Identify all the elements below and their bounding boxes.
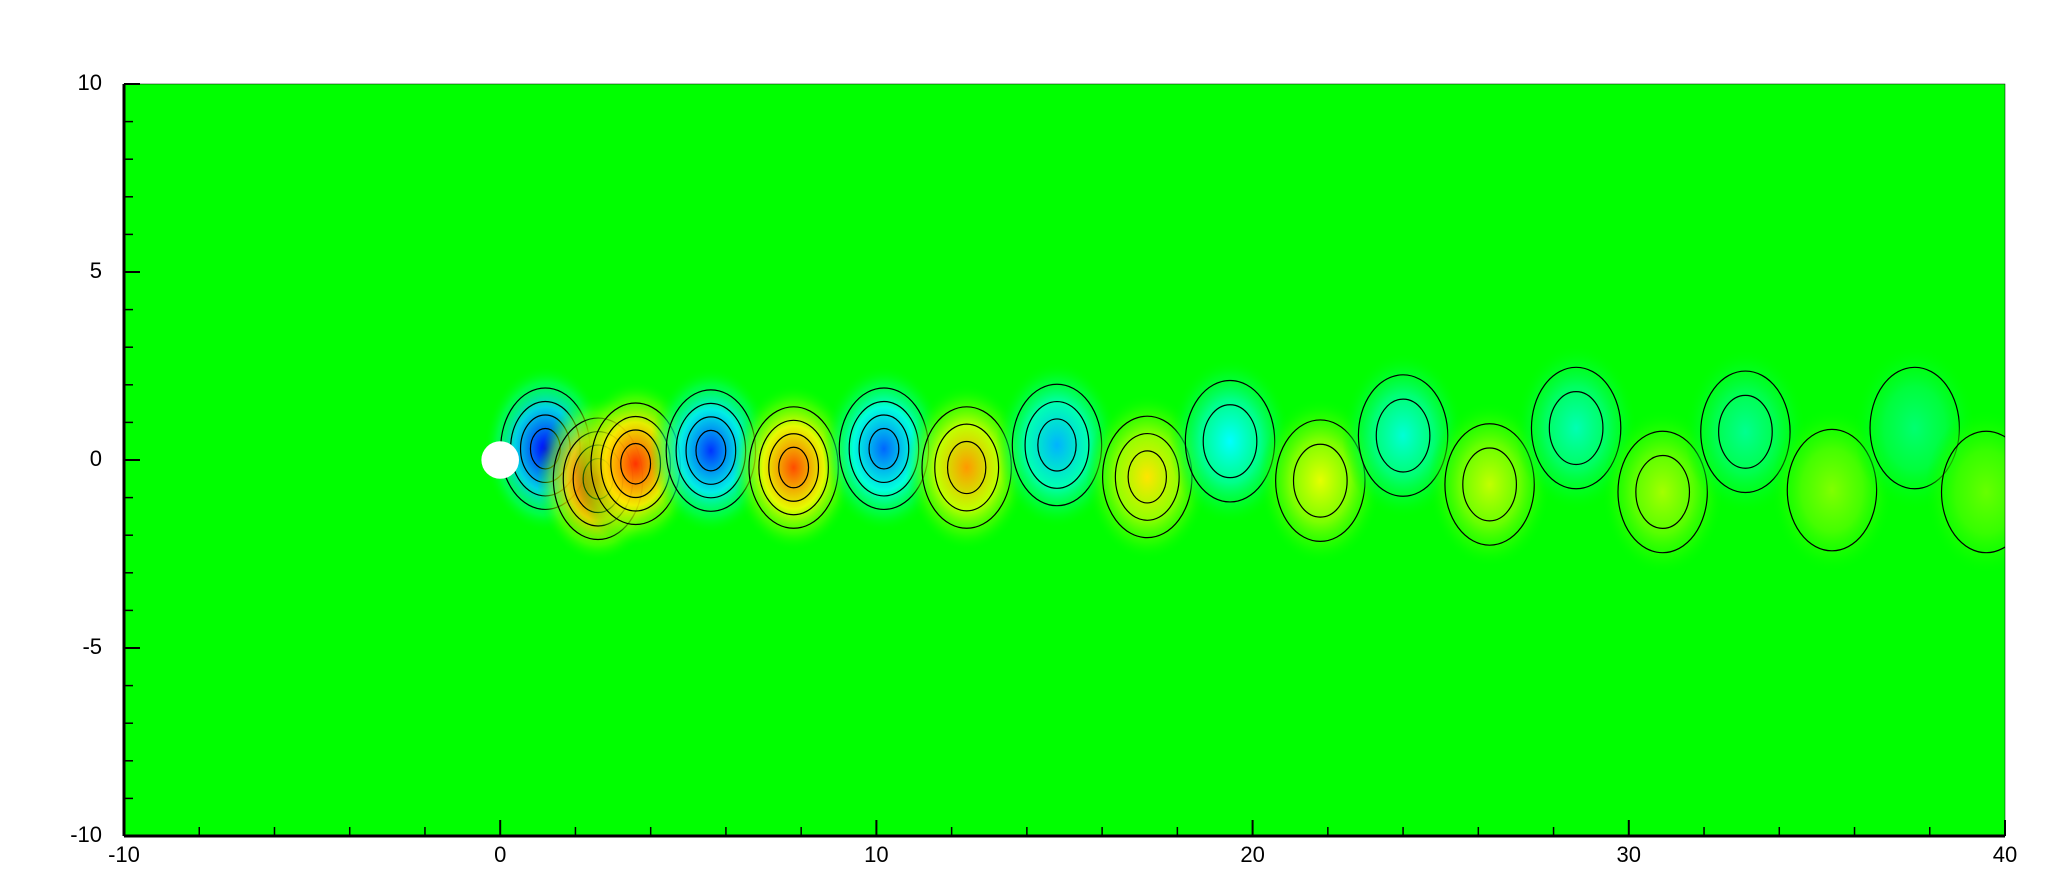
contour-line	[1037, 418, 1077, 472]
contour-line	[1530, 366, 1622, 490]
y-tick-label: 0	[90, 446, 102, 471]
contour-line	[868, 427, 900, 470]
x-tick-label: 10	[864, 842, 888, 867]
contour-line	[1202, 404, 1258, 479]
y-tick-label: 10	[78, 70, 102, 95]
contour-line	[1127, 450, 1168, 504]
y-tick-label: -10	[70, 822, 102, 847]
contour-line	[1548, 391, 1604, 466]
x-tick-label: 30	[1617, 842, 1641, 867]
vortex	[732, 384, 855, 551]
contour-line	[768, 433, 820, 502]
x-tick-label: 20	[1240, 842, 1264, 867]
contour-line	[946, 440, 987, 495]
contour-line	[1718, 394, 1773, 469]
contour-line	[1462, 447, 1518, 522]
y-tick-label: 5	[90, 258, 102, 283]
x-tick-label: 0	[494, 842, 506, 867]
vortex	[905, 384, 1028, 551]
y-tick-label: -5	[82, 634, 102, 659]
contour-line	[1292, 443, 1348, 518]
contour-line	[1940, 430, 2005, 554]
vortex	[1925, 408, 2005, 576]
contour-line	[695, 429, 727, 472]
contour-line	[1635, 454, 1691, 529]
contour-line	[1375, 398, 1431, 473]
x-tick-label: 40	[1993, 842, 2017, 867]
contour-line	[1024, 400, 1090, 489]
contour-line	[778, 446, 810, 489]
cylinder	[481, 441, 520, 479]
axes: -10 0 10 20 30 40 -10 -5 0 5 10	[70, 70, 2017, 867]
field	[481, 344, 2005, 576]
x-tick-label: -10	[108, 842, 140, 867]
